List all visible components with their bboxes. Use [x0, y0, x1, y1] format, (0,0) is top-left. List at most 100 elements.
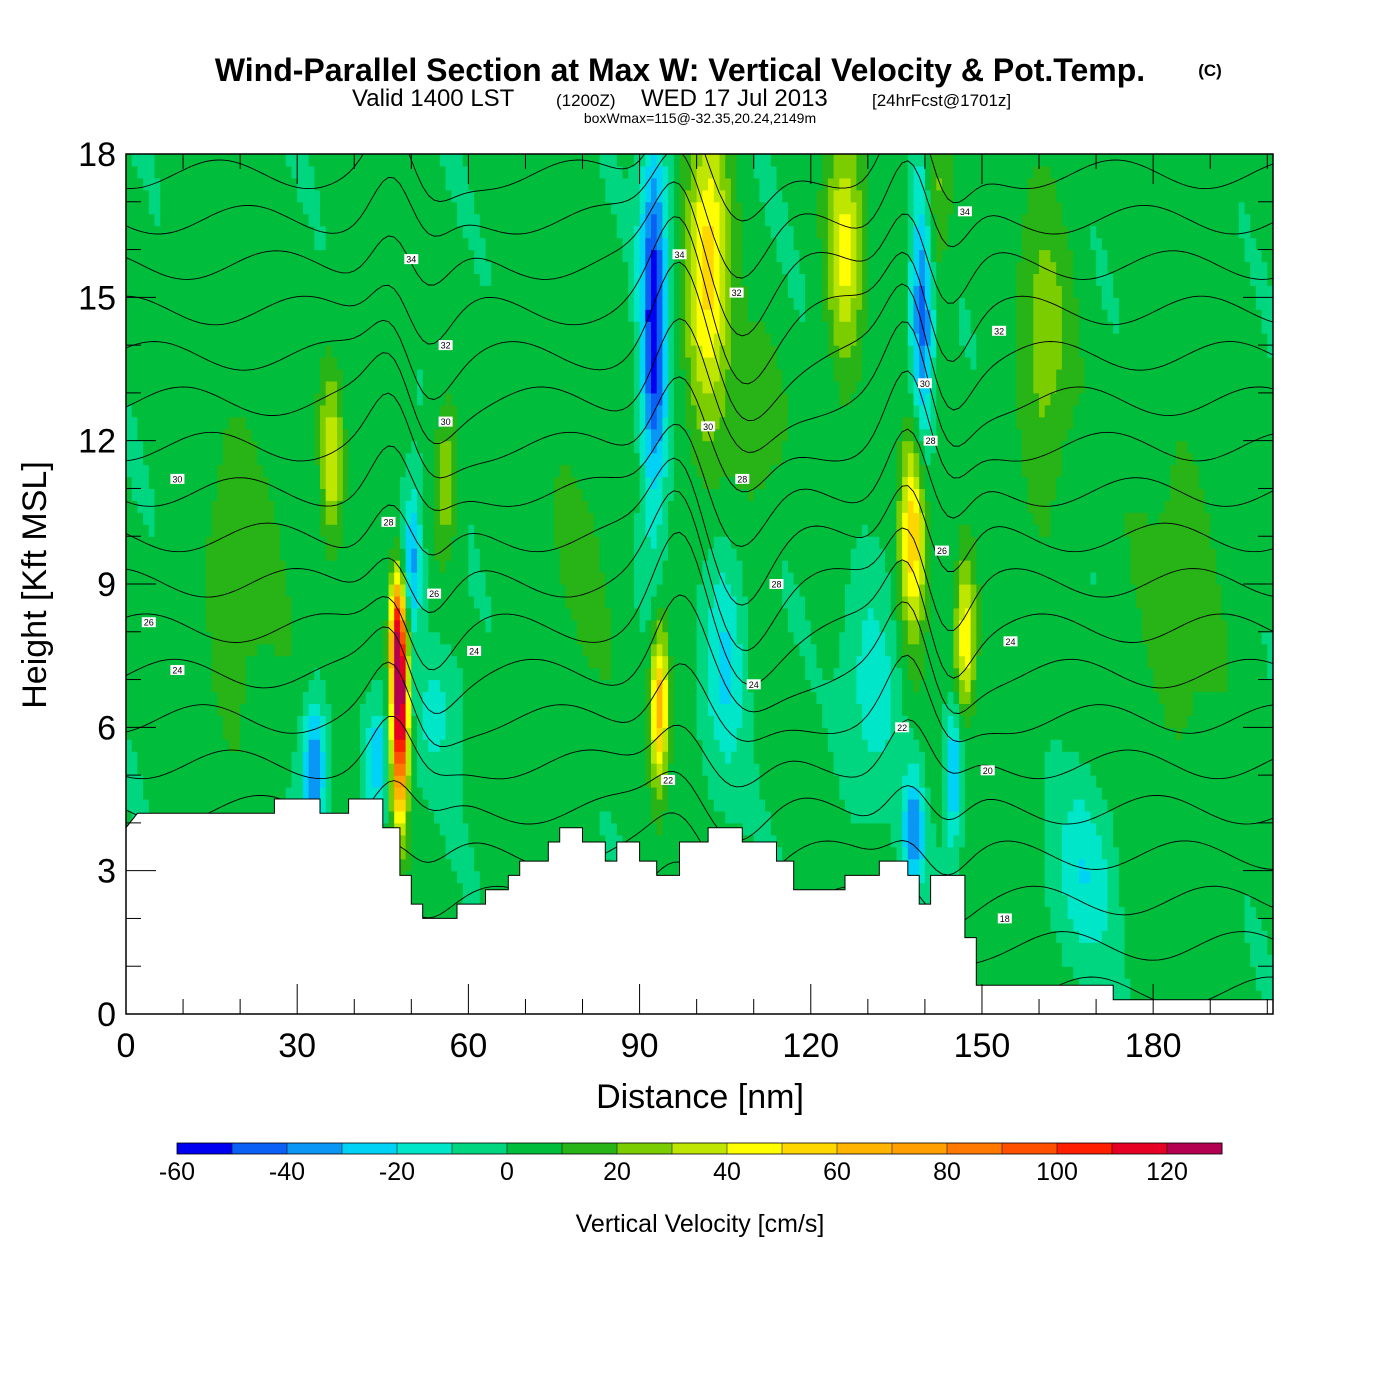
- velocity-cell: [668, 273, 675, 286]
- velocity-cell: [982, 619, 1143, 633]
- velocity-cell: [862, 333, 909, 346]
- velocity-cell: [959, 321, 972, 334]
- velocity-cell: [930, 297, 937, 310]
- velocity-cell: [913, 285, 920, 298]
- velocity-cell: [924, 584, 932, 597]
- velocity-cell: [896, 560, 903, 573]
- velocity-cell: [713, 285, 721, 298]
- velocity-cell: [126, 512, 144, 525]
- velocity-cell: [719, 739, 738, 752]
- velocity-cell: [314, 440, 321, 454]
- velocity-cell: [668, 297, 675, 310]
- velocity-cell: [679, 177, 692, 191]
- velocity-cell: [656, 285, 663, 298]
- velocity-cell: [1027, 488, 1057, 501]
- velocity-cell: [417, 607, 429, 621]
- velocity-cell: [633, 572, 663, 585]
- velocity-cell: [953, 619, 960, 633]
- theta-contour-label: 20: [980, 765, 995, 776]
- velocity-cell: [468, 560, 481, 573]
- velocity-cell: [143, 512, 156, 525]
- velocity-cell: [422, 703, 447, 716]
- velocity-cell: [1147, 655, 1228, 669]
- velocity-cell: [1033, 345, 1063, 358]
- velocity-cell: [399, 548, 407, 561]
- velocity-cell: [730, 631, 738, 645]
- velocity-cell: [662, 787, 669, 800]
- velocity-cell: [1056, 369, 1086, 382]
- velocity-cell: [959, 846, 1046, 860]
- velocity-cell: [399, 607, 407, 621]
- velocity-cell: [360, 775, 367, 788]
- velocity-cell: [645, 775, 652, 788]
- velocity-cell: [462, 667, 601, 681]
- velocity-cell: [223, 715, 241, 728]
- velocity-cell: [1221, 607, 1273, 621]
- velocity-cell: [953, 655, 960, 669]
- velocity-cell: [919, 787, 926, 800]
- velocity-cell: [839, 273, 852, 286]
- velocity-cell: [810, 619, 846, 633]
- velocity-cell: [867, 297, 909, 310]
- velocity-cell: [685, 237, 692, 251]
- velocity-cell: [696, 189, 703, 203]
- velocity-cell: [491, 607, 572, 621]
- velocity-cell: [748, 297, 795, 310]
- velocity-cell: [896, 476, 903, 489]
- velocity-cell: [160, 189, 298, 203]
- velocity-cell: [850, 213, 857, 227]
- velocity-cell: [639, 321, 646, 334]
- velocity-cell: [730, 679, 743, 693]
- velocity-cell: [1107, 882, 1120, 896]
- velocity-cell: [782, 858, 897, 872]
- velocity-cell: [822, 297, 829, 310]
- velocity-cell: [702, 751, 726, 764]
- velocity-cell: [1044, 834, 1063, 848]
- velocity-cell: [388, 799, 395, 812]
- velocity-cell: [924, 787, 932, 800]
- velocity-cell: [748, 631, 795, 645]
- velocity-cell: [451, 536, 469, 549]
- velocity-cell: [360, 739, 367, 752]
- velocity-cell: [651, 727, 658, 740]
- velocity-cell: [827, 285, 835, 298]
- velocity-cell: [730, 321, 766, 334]
- velocity-cell: [405, 834, 412, 848]
- velocity-cell: [930, 452, 1023, 466]
- velocity-cell: [696, 357, 720, 370]
- velocity-cell: [862, 273, 869, 286]
- velocity-cell: [725, 810, 772, 824]
- velocity-cell: [314, 404, 321, 418]
- velocity-cell: [1227, 679, 1273, 693]
- velocity-cell: [742, 655, 749, 669]
- velocity-cell: [1061, 834, 1103, 848]
- velocity-cell: [320, 787, 327, 800]
- velocity-cell: [337, 440, 344, 454]
- velocity-cell: [285, 572, 390, 585]
- velocity-cell: [439, 464, 452, 478]
- velocity-cell: [291, 595, 390, 609]
- velocity-cell: [662, 297, 669, 310]
- velocity-cell: [970, 560, 977, 573]
- colorbar-tick-label: -40: [269, 1158, 305, 1186]
- velocity-cell: [736, 548, 852, 561]
- velocity-cell: [725, 321, 732, 334]
- velocity-cell: [662, 380, 669, 394]
- x-tick-label: 90: [621, 1027, 659, 1065]
- velocity-cell: [1033, 297, 1063, 310]
- colorbar-swatch: [507, 1143, 563, 1154]
- velocity-cell: [730, 237, 743, 251]
- theta-contour-label: 22: [661, 774, 676, 785]
- velocity-cell: [742, 715, 755, 728]
- velocity-cell: [685, 297, 692, 310]
- velocity-cell: [633, 512, 646, 525]
- chart-title: Wind-Parallel Section at Max W: Vertical…: [215, 52, 1145, 88]
- velocity-cell: [1073, 416, 1273, 430]
- contour-label-bg: [141, 617, 156, 628]
- velocity-cell: [942, 249, 1023, 263]
- velocity-cell: [656, 380, 663, 394]
- velocity-cell: [873, 607, 892, 621]
- velocity-cell: [656, 619, 663, 633]
- velocity-cell: [902, 488, 909, 501]
- velocity-cell: [668, 237, 675, 251]
